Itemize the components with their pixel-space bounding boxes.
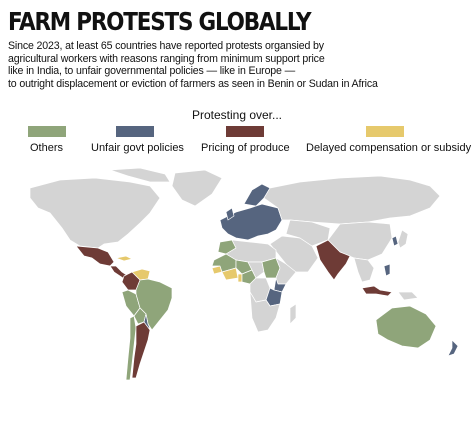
region-british-isles bbox=[225, 207, 235, 221]
region-arctic-islands bbox=[109, 168, 171, 183]
region-argentina bbox=[131, 321, 151, 379]
legend-label-pricing: Pricing of produce bbox=[201, 142, 290, 154]
region-southern-africa bbox=[249, 291, 281, 333]
region-europe bbox=[219, 203, 283, 241]
region-japan bbox=[397, 229, 409, 249]
region-kenya bbox=[273, 277, 287, 293]
page-title: FARM PROTESTS GLOBALLY bbox=[8, 7, 312, 36]
region-madagascar bbox=[289, 303, 297, 325]
region-russia bbox=[263, 175, 441, 225]
region-central-asia bbox=[285, 219, 331, 247]
legend-title: Protesting over... bbox=[191, 108, 283, 122]
subtitle: Since 2023, at least 65 countries have r… bbox=[8, 40, 473, 90]
region-korea bbox=[391, 235, 399, 247]
legend-swatch-others bbox=[28, 126, 66, 137]
region-greenland bbox=[171, 169, 223, 207]
region-new-guinea bbox=[397, 291, 419, 301]
region-benin bbox=[237, 273, 243, 283]
region-middle-east bbox=[269, 235, 319, 273]
region-chile bbox=[125, 315, 137, 381]
region-india bbox=[315, 239, 351, 281]
legend-swatch-delayed bbox=[366, 126, 404, 137]
legend-swatch-policies bbox=[116, 126, 154, 137]
region-indonesia bbox=[361, 285, 393, 297]
region-southeast-asia bbox=[353, 257, 375, 283]
region-new-zealand bbox=[447, 339, 459, 357]
region-central-africa bbox=[247, 261, 265, 279]
world-map bbox=[29, 168, 459, 381]
region-australia bbox=[375, 305, 437, 349]
legend-label-delayed: Delayed compensation or subsidy bbox=[306, 142, 472, 154]
region-cuba bbox=[115, 255, 133, 262]
subtitle-line: to outright displacement or eviction of … bbox=[8, 77, 378, 90]
legend-label-policies: Unfair govt policies bbox=[91, 142, 184, 154]
subtitle-line: Since 2023, at least 65 countries have r… bbox=[8, 40, 324, 52]
region-philippines bbox=[383, 263, 391, 277]
region-north-america bbox=[29, 177, 161, 249]
legend-label-others: Others bbox=[30, 142, 64, 154]
region-mexico bbox=[75, 245, 115, 267]
legend: Others Unfair govt policies Pricing of p… bbox=[0, 126, 474, 158]
subtitle-line: agricultural workers with reasons rangin… bbox=[8, 52, 325, 65]
subtitle-line: like in India, to unfair governmental po… bbox=[8, 65, 296, 78]
legend-swatch-pricing bbox=[226, 126, 264, 137]
